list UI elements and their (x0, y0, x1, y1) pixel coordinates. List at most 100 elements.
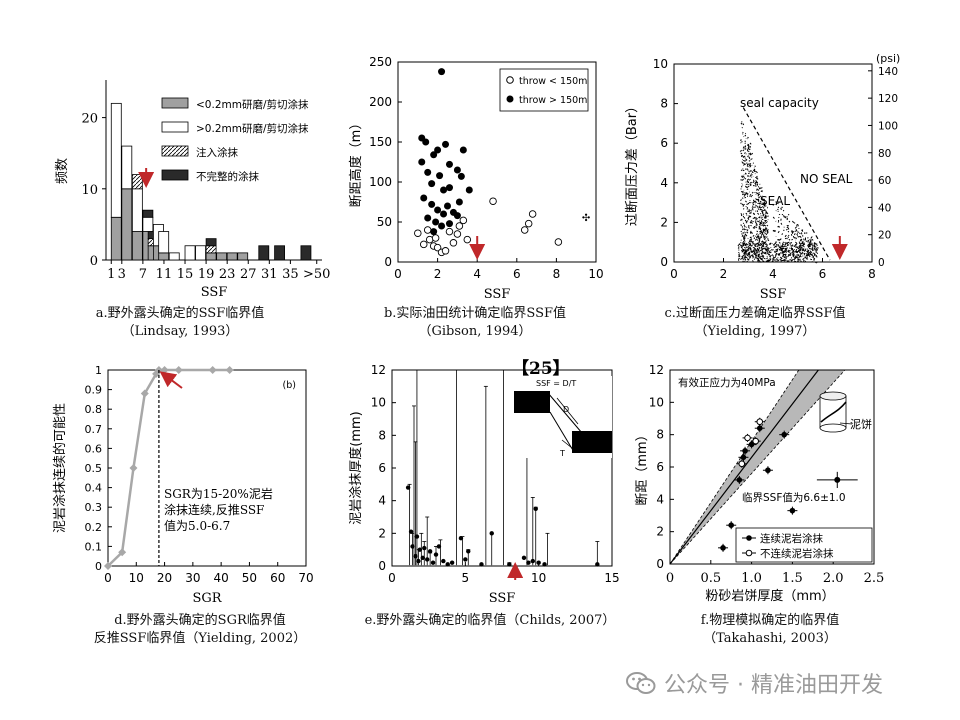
chart-e-point (416, 558, 421, 564)
chart-d-y-tick-label: 1 (95, 364, 102, 377)
chart-a-bar-hatch (131, 174, 143, 190)
chart-c-annotation-seal: SEAL (760, 194, 790, 208)
chart-c-x-tick-label: 8 (868, 267, 876, 281)
chart-b-point-filled (445, 160, 453, 168)
chart-a-x-tick-label: 7 (139, 267, 147, 282)
chart-f-legend-marker-open (745, 549, 753, 557)
chart-f-point-filled (756, 425, 763, 432)
chart-b-frame (397, 61, 597, 263)
chart-d-point (208, 366, 217, 374)
chart-d-y-tick-label: 0.8 (85, 403, 103, 416)
chart-b-point-open (453, 230, 462, 238)
chart-b-point-filled (444, 202, 451, 210)
chart-e-point (445, 562, 450, 567)
chart-d-annotation-line: SGR为15-20%泥岩 (164, 486, 273, 501)
chart-b-point-filled (428, 180, 436, 188)
caption-c-line2: （Yielding, 1997） (694, 324, 816, 339)
chart-b-y-tick-label: 150 (369, 135, 392, 149)
chart-d-point (160, 366, 169, 374)
chart-a-x-tick-label: 19 (198, 267, 215, 282)
chart-f-y-tick-label: 2 (656, 525, 664, 539)
chart-d-y-tick-label: 0.4 (85, 482, 103, 495)
chart-a-x-tick-label: 35 (282, 267, 299, 282)
chart-d-y-tick-label: 0.6 (85, 442, 103, 455)
chart-f-legend-box (735, 527, 873, 563)
chart-e-y-label: 泥岩涂抹厚度(mm) (348, 411, 364, 524)
chart-a-legend-label: <0.2mm研磨/剪切涂抹 (196, 98, 309, 111)
chart-e-point (449, 560, 455, 565)
chart-b-point-filled (422, 138, 430, 146)
chart-a-x-tick-label: 23 (219, 267, 236, 282)
caption-a-line2: （Lindsay, 1993） (121, 324, 239, 339)
chart-c-y2-tick-label: 100 (878, 120, 898, 132)
chart-a-bar-dark (205, 238, 217, 247)
chart-e-y-tick-label: 0 (378, 559, 386, 573)
chart-e-point (458, 536, 464, 541)
chart-e-inset-fault (549, 411, 575, 453)
chart-b-x-tick-label: 8 (553, 267, 561, 281)
chart-a-y-tick-label: 0 (90, 254, 98, 269)
chart-c-annotation-seal-capacity: seal capacity (740, 96, 819, 110)
chart-e-x-tick-label: 15 (604, 571, 619, 585)
caption-d: d.野外露头确定的SGR临界值 反推SSF临界值（Yielding, 2002） (60, 612, 340, 648)
chart-c-annotation-no-seal: NO SEAL (800, 172, 853, 186)
chart-d-y-tick-label: 0.1 (85, 540, 103, 553)
chart-a-x-tick-label: 15 (177, 267, 194, 282)
chart-f-point-open (738, 460, 746, 468)
caption-e-line1: e.野外露头确定的临界值（Childs, 2007） (364, 613, 616, 628)
chart-f-x-tick-label: 1.0 (741, 571, 762, 586)
chart-c-y-label: 过断面压力差（Bar） (625, 100, 640, 226)
chart-a-bar-dark (300, 245, 312, 261)
caption-b-line2: （Gibson, 1994） (418, 324, 532, 339)
chart-f-x-tick-label: 2.0 (823, 571, 844, 586)
chart-a-bar-gray (237, 252, 249, 261)
chart-f-point-filled (789, 507, 796, 514)
chart-f-x-label: 粉砂岩饼厚度（mm） (705, 588, 834, 604)
chart-d-x-tick-label: 30 (185, 571, 200, 585)
chart-f-throw-vs-thickness: 0 2 4 6 8 10 12 0 0.5 1.0 1.5 2.0 2.5 粉砂岩饼厚度（mm） 断距（mm… (635, 363, 884, 604)
chart-b-point-open (455, 222, 464, 230)
chart-b-point-filled (420, 194, 428, 202)
chart-b-y-tick-label: 100 (369, 175, 392, 189)
chart-a-x-tick-label: 3 (118, 267, 126, 282)
chart-b-x-tick-label: 0 (394, 267, 402, 281)
chart-b-y-tick-label: 250 (369, 55, 392, 69)
caption-c-line1: c.过断面压力差确定临界SSF值 (664, 306, 846, 321)
chart-a-bar-hatch (205, 245, 217, 254)
chart-a-y-tick-label: 20 (81, 112, 98, 127)
chart-d-x-tick-label: 20 (157, 571, 172, 585)
chart-e-inset-t-label: T (559, 449, 565, 458)
chart-c-x-tick-label: 4 (769, 267, 777, 281)
chart-f-point-filled (742, 448, 748, 454)
chart-b-point-filled (424, 168, 432, 176)
chart-b-point-filled (465, 186, 473, 194)
chart-b-point-open (459, 216, 468, 225)
chart-b-point-filled (453, 212, 461, 220)
chart-f-fit-line (669, 369, 819, 565)
chart-f-point-filled (781, 431, 788, 438)
chart-c-y-tick-label: 0 (660, 255, 668, 269)
chart-e-point (521, 555, 527, 561)
chart-b-y-tick-label: 200 (369, 95, 392, 109)
chart-b-x-tick-label: 10 (588, 267, 603, 281)
chart-e-smear-thickness-vs-ssf: 0 2 4 6 8 10 12 0 5 10 15 SSF 泥岩涂抹厚度(mm) SSF = D/T D T (348, 363, 620, 606)
chart-d-y-tick-label: 0.2 (85, 521, 103, 534)
caption-e: e.野外露头确定的临界值（Childs, 2007） (350, 612, 630, 630)
chart-e-point (422, 545, 427, 551)
chart-e-y-tick-label: 6 (378, 461, 386, 475)
chart-d-point (225, 366, 234, 374)
chart-f-core-fault (820, 401, 847, 423)
chart-f-y-tick-label: 6 (656, 460, 664, 474)
chart-e-inset-dim (556, 397, 579, 425)
chart-a-bar-dark (274, 245, 285, 261)
chart-d-annotation-line: 涂抹连续,反推SSF (164, 502, 264, 517)
chart-a-bar-white (158, 231, 170, 254)
chart-c-y2-tick-label: 120 (878, 93, 898, 105)
chart-f-legend-label: 不连续泥岩涂抹 (760, 547, 834, 560)
chart-c-y-tick-label: 8 (660, 97, 668, 111)
chart-e-y-tick-label: 12 (371, 363, 386, 377)
chart-b-point-filled (424, 214, 432, 222)
chart-e-point (526, 560, 531, 565)
chart-e-point (427, 549, 433, 554)
chart-f-point-filled (720, 545, 726, 551)
